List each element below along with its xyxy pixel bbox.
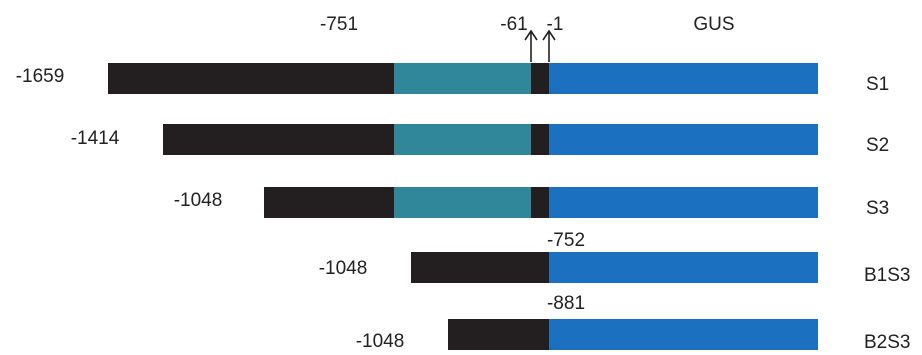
construct-name-s3: S3 [866,198,889,219]
segment-black-s1-b [531,63,549,94]
start-label-b1s3: -1048 [319,258,368,279]
label-position-751: -751 [320,14,358,35]
start-label-s3: -1048 [174,190,223,211]
junction-label-b2s3: -881 [547,293,585,314]
construct-s3: -1048 S3 [174,187,889,219]
start-label-s2: -1414 [71,128,120,149]
segment-gus-s3 [549,187,818,218]
construct-name-b1s3: B1S3 [864,265,910,286]
label-gus: GUS [693,14,734,35]
segment-black-s3-b [531,187,549,218]
arrow-icon-61 [524,29,538,62]
construct-b2s3: -881 -1048 B2S3 [356,293,911,353]
segment-gus-s2 [549,124,818,155]
segment-black-s2-a [163,124,394,155]
construct-s1: -1659 S1 [16,63,889,95]
segment-black-b2s3 [448,319,549,350]
segment-black-s1-a [108,63,394,94]
segment-gus-s1 [549,63,818,94]
start-label-b2s3: -1048 [356,331,405,352]
label-position-1: -1 [547,14,564,35]
label-position-61: -61 [500,14,527,35]
construct-name-b2s3: B2S3 [864,332,910,353]
construct-s2: -1414 S2 [71,124,889,156]
construct-name-s1: S1 [866,74,889,95]
construct-name-s2: S2 [866,135,889,156]
segment-teal-s2 [394,124,531,155]
segment-black-s2-b [531,124,549,155]
start-label-s1: -1659 [16,66,65,87]
segment-teal-s3 [394,187,531,218]
segment-gus-b2s3 [549,319,818,350]
segment-black-s3-a [264,187,394,218]
segment-black-b1s3 [411,252,549,283]
junction-label-b1s3: -752 [547,230,585,251]
arrow-icon-1 [542,29,556,62]
segment-teal-s1 [394,63,531,94]
segment-gus-b1s3 [549,252,818,283]
construct-b1s3: -752 -1048 B1S3 [319,230,911,286]
